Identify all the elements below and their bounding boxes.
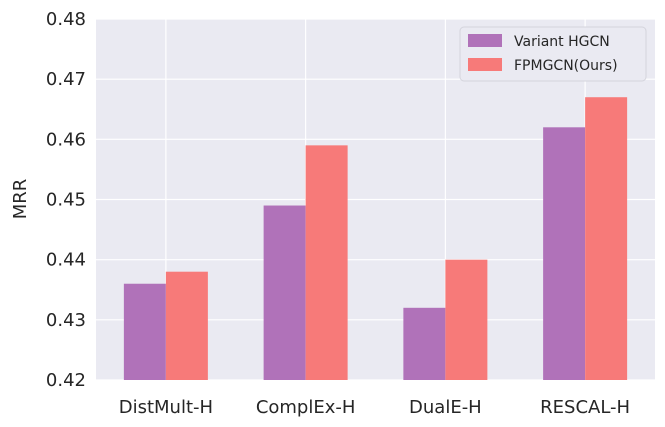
legend-box <box>459 26 647 82</box>
legend-swatch <box>468 58 502 71</box>
y-tick-label: 0.45 <box>46 190 86 211</box>
y-tick-label: 0.43 <box>46 310 86 331</box>
bar-fpmgcn-complex-h <box>305 145 348 380</box>
y-tick-label: 0.46 <box>46 129 86 150</box>
x-tick-label: RESCAL-H <box>540 397 630 418</box>
y-tick-labels: 0.42 0.43 0.44 0.45 0.46 0.47 0.48 <box>46 9 86 391</box>
bar-variant-hgcn-complex-h <box>263 205 306 380</box>
y-tick-label: 0.42 <box>46 370 86 391</box>
bars <box>123 97 628 380</box>
bar-fpmgcn-duale-h <box>445 259 488 380</box>
bar-fpmgcn-rescal-h <box>585 97 628 380</box>
legend-label: FPMGCN(Ours) <box>514 58 618 74</box>
y-tick-label: 0.47 <box>46 69 86 90</box>
bar-fpmgcn-distmult-h <box>165 271 208 380</box>
bar-variant-hgcn-rescal-h <box>543 127 586 380</box>
bar-variant-hgcn-distmult-h <box>123 283 166 380</box>
legend-label: Variant HGCN <box>514 34 610 50</box>
legend-swatch <box>468 34 502 47</box>
x-tick-label: DistMult-H <box>119 397 213 418</box>
legend: Variant HGCN FPMGCN(Ours) <box>459 26 647 82</box>
y-tick-label: 0.48 <box>46 9 86 30</box>
x-tick-label: ComplEx-H <box>256 397 356 418</box>
y-tick-label: 0.44 <box>46 250 86 271</box>
x-tick-label: DualE-H <box>409 397 482 418</box>
y-axis-label: MRR <box>10 179 31 220</box>
bar-variant-hgcn-duale-h <box>403 307 446 380</box>
x-tick-labels: DistMult-H ComplEx-H DualE-H RESCAL-H <box>119 397 630 418</box>
